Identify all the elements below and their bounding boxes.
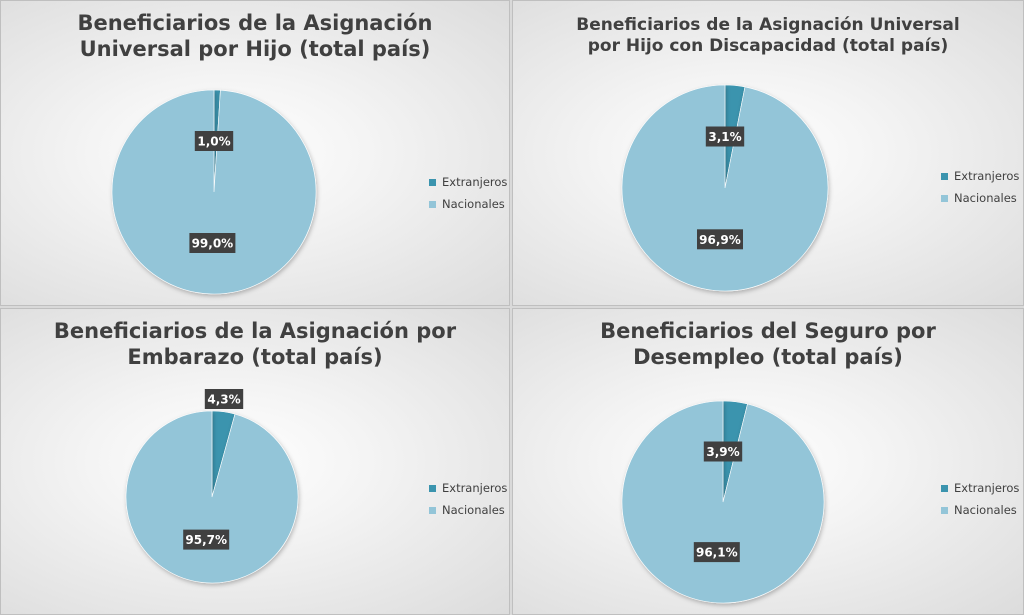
data-label-box	[183, 529, 230, 550]
data-label-box	[697, 229, 743, 250]
data-label-text: 99,0%	[192, 237, 234, 251]
data-label-text: 3,9%	[706, 445, 739, 459]
legend-label: Nacionales	[442, 503, 505, 517]
chart-title-line: Embarazo (total país)	[127, 344, 383, 369]
data-label-extranjeros: 4,3%	[204, 389, 244, 409]
chart-title-line: Universal por Hijo (total país)	[79, 36, 431, 61]
data-label-extranjeros: 3,1%	[705, 126, 745, 147]
legend-swatch	[941, 194, 948, 202]
data-label-nacionales: 99,0%	[189, 233, 236, 253]
chart-legend: Extranjeros Nacionales	[941, 477, 1019, 521]
chart-title-line: Desempleo (total país)	[633, 344, 903, 369]
data-label-text: 4,3%	[207, 393, 240, 407]
data-label-nacionales: 96,9%	[697, 229, 743, 250]
legend-swatch	[429, 178, 436, 186]
legend-item-nacionales: Nacionales	[941, 187, 1019, 209]
chart-title-line: Beneficiarios de la Asignación Universal	[576, 15, 960, 35]
data-label-text: 96,1%	[696, 546, 738, 560]
chart-title: Beneficiarios del Seguro por Desempleo (…	[513, 319, 1023, 370]
data-label-nacionales: 96,1%	[693, 542, 740, 563]
chart-legend: Extranjeros Nacionales	[429, 171, 507, 215]
data-label-box	[703, 441, 743, 462]
data-label-box	[204, 389, 244, 409]
chart-title: Beneficiarios de la Asignación Universal…	[513, 15, 1023, 56]
legend-label: Nacionales	[954, 503, 1017, 517]
pie-slice-nacionales	[621, 84, 829, 292]
chart-legend: Extranjeros Nacionales	[429, 477, 507, 521]
legend-swatch	[941, 172, 948, 180]
legend-swatch	[941, 506, 948, 514]
data-label-text: 3,1%	[708, 130, 741, 144]
data-label-text: 1,0%	[197, 135, 230, 149]
data-label-box	[705, 126, 745, 147]
pie-slice-nacionales	[111, 89, 317, 295]
data-label-text: 95,7%	[185, 533, 227, 547]
pie-chart-auh-discapacidad: 3,1% 96,9%	[621, 84, 829, 292]
legend-label: Extranjeros	[442, 175, 508, 189]
chart-title-line: Beneficiarios del Seguro por	[600, 319, 936, 343]
chart-panel-auh-discapacidad: Beneficiarios de la Asignación Universal…	[512, 0, 1024, 306]
pie-slice-nacionales	[125, 410, 299, 584]
data-label-box	[693, 542, 740, 563]
chart-title-line: Beneficiarios de la Asignación	[77, 11, 433, 35]
pie-chart-embarazo: 4,3% 95,7%	[125, 389, 299, 584]
legend-item-extranjeros: Extranjeros	[941, 165, 1019, 187]
data-label-extranjeros: 3,9%	[703, 441, 743, 462]
data-label-extranjeros: 1,0%	[194, 131, 234, 151]
legend-swatch	[941, 484, 948, 492]
chart-panel-embarazo: Beneficiarios de la Asignación por Embar…	[0, 308, 510, 615]
chart-title: Beneficiarios de la Asignación Universal…	[1, 11, 509, 62]
legend-label: Extranjeros	[442, 481, 508, 495]
chart-title: Beneficiarios de la Asignación por Embar…	[1, 319, 509, 370]
legend-label: Extranjeros	[954, 481, 1020, 495]
chart-legend: Extranjeros Nacionales	[941, 165, 1019, 209]
data-label-text: 96,9%	[699, 233, 741, 247]
chart-panel-seguro-desempleo: Beneficiarios del Seguro por Desempleo (…	[512, 308, 1024, 615]
data-label-box	[189, 233, 236, 253]
chart-title-line: por Hijo con Discapacidad (total país)	[587, 35, 949, 56]
legend-label: Extranjeros	[954, 169, 1020, 183]
legend-item-nacionales: Nacionales	[429, 193, 507, 215]
chart-title-line: Beneficiarios de la Asignación por	[53, 319, 457, 343]
legend-swatch	[429, 484, 436, 492]
legend-item-extranjeros: Extranjeros	[429, 477, 507, 499]
legend-label: Nacionales	[954, 191, 1017, 205]
legend-swatch	[429, 506, 436, 514]
chart-panel-auh: Beneficiarios de la Asignación Universal…	[0, 0, 510, 306]
pie-chart-seguro-desempleo: 3,9% 96,1%	[621, 400, 825, 604]
data-label-box	[194, 131, 234, 151]
legend-item-nacionales: Nacionales	[429, 499, 507, 521]
legend-item-nacionales: Nacionales	[941, 499, 1019, 521]
data-label-nacionales: 95,7%	[183, 529, 230, 550]
pie-chart-auh: 1,0% 99,0%	[111, 89, 317, 295]
legend-label: Nacionales	[442, 197, 505, 211]
pie-slice-nacionales	[621, 400, 825, 604]
legend-swatch	[429, 200, 436, 208]
legend-item-extranjeros: Extranjeros	[429, 171, 507, 193]
legend-item-extranjeros: Extranjeros	[941, 477, 1019, 499]
